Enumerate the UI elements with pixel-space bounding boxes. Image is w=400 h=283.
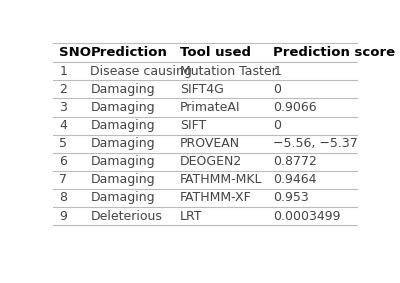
Text: PROVEAN: PROVEAN bbox=[180, 137, 240, 150]
Text: Damaging: Damaging bbox=[90, 137, 155, 150]
Text: Disease causing: Disease causing bbox=[90, 65, 192, 78]
Text: LRT: LRT bbox=[180, 209, 203, 222]
Text: FATHMM-MKL: FATHMM-MKL bbox=[180, 173, 263, 186]
Text: 0.8772: 0.8772 bbox=[273, 155, 317, 168]
Text: 9: 9 bbox=[59, 209, 67, 222]
Text: 5: 5 bbox=[59, 137, 67, 150]
Text: 0: 0 bbox=[273, 83, 281, 96]
Text: 1: 1 bbox=[59, 65, 67, 78]
Text: 8: 8 bbox=[59, 191, 67, 204]
Text: Damaging: Damaging bbox=[90, 191, 155, 204]
Text: Damaging: Damaging bbox=[90, 119, 155, 132]
Text: 0.0003499: 0.0003499 bbox=[273, 209, 341, 222]
Text: −5.56, −5.37: −5.56, −5.37 bbox=[273, 137, 358, 150]
Text: 6: 6 bbox=[59, 155, 67, 168]
Text: Damaging: Damaging bbox=[90, 155, 155, 168]
Text: 4: 4 bbox=[59, 119, 67, 132]
Text: DEOGEN2: DEOGEN2 bbox=[180, 155, 242, 168]
Text: Prediction: Prediction bbox=[90, 46, 167, 59]
Text: 0.9464: 0.9464 bbox=[273, 173, 317, 186]
Text: Damaging: Damaging bbox=[90, 173, 155, 186]
Text: 2: 2 bbox=[59, 83, 67, 96]
Text: 1: 1 bbox=[273, 65, 281, 78]
Text: 0.9066: 0.9066 bbox=[273, 101, 317, 114]
Text: Tool used: Tool used bbox=[180, 46, 251, 59]
Text: 3: 3 bbox=[59, 101, 67, 114]
Text: 0: 0 bbox=[273, 119, 281, 132]
Text: SIFT: SIFT bbox=[180, 119, 206, 132]
Text: 0.953: 0.953 bbox=[273, 191, 309, 204]
Text: Damaging: Damaging bbox=[90, 101, 155, 114]
Text: Deleterious: Deleterious bbox=[90, 209, 162, 222]
Text: FATHMM-XF: FATHMM-XF bbox=[180, 191, 252, 204]
Text: Prediction score: Prediction score bbox=[273, 46, 395, 59]
Text: Damaging: Damaging bbox=[90, 83, 155, 96]
Text: 7: 7 bbox=[59, 173, 67, 186]
Text: SNO.: SNO. bbox=[59, 46, 96, 59]
Text: PrimateAI: PrimateAI bbox=[180, 101, 241, 114]
Text: Mutation Taster: Mutation Taster bbox=[180, 65, 277, 78]
Text: SIFT4G: SIFT4G bbox=[180, 83, 224, 96]
